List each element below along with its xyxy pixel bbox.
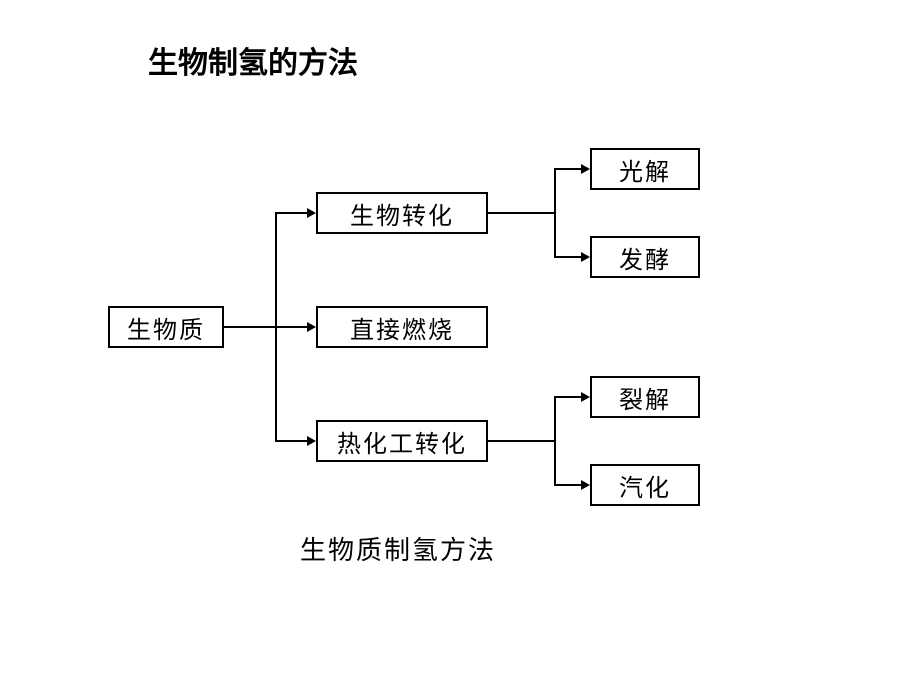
node-crack: 裂解 xyxy=(590,376,700,418)
node-root-label: 生物质 xyxy=(127,310,205,345)
node-bio-label: 生物转化 xyxy=(350,196,454,231)
diagram-caption: 生物质制氢方法 xyxy=(300,530,496,567)
node-direct: 直接燃烧 xyxy=(316,306,488,348)
node-vapor-label: 汽化 xyxy=(619,468,671,503)
node-thermo: 热化工转化 xyxy=(316,420,488,462)
node-ferment: 发酵 xyxy=(590,236,700,278)
node-ferment-label: 发酵 xyxy=(619,240,671,275)
node-direct-label: 直接燃烧 xyxy=(350,310,454,345)
node-root: 生物质 xyxy=(108,306,224,348)
diagram-title: 生物制氢的方法 xyxy=(148,38,358,82)
node-thermo-label: 热化工转化 xyxy=(337,424,467,459)
node-vapor: 汽化 xyxy=(590,464,700,506)
node-photo-label: 光解 xyxy=(619,152,671,187)
node-crack-label: 裂解 xyxy=(619,380,671,415)
node-bio: 生物转化 xyxy=(316,192,488,234)
node-photo: 光解 xyxy=(590,148,700,190)
